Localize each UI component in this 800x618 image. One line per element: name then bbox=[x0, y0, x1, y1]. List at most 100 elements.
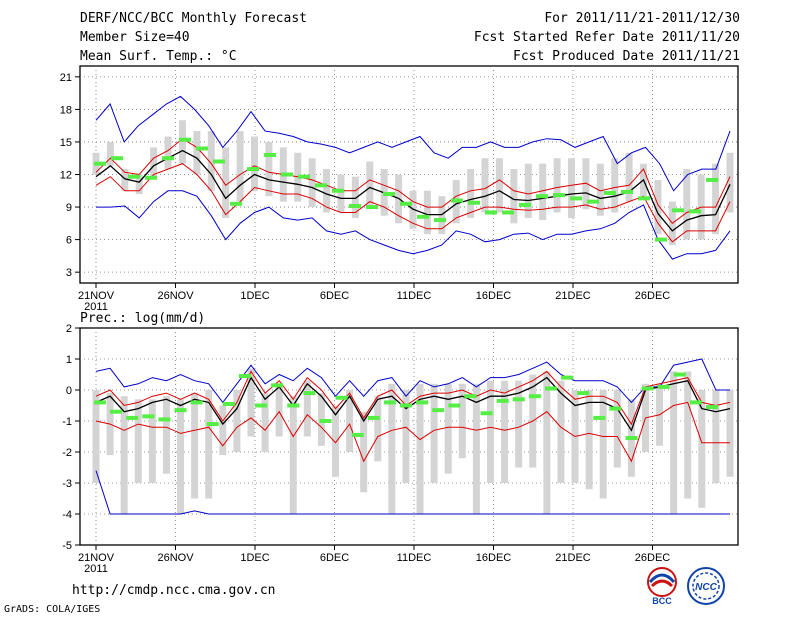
prec-obs-marker bbox=[303, 391, 316, 396]
temp-xtick-label: 21NOV bbox=[78, 290, 115, 302]
temp-obs-marker bbox=[553, 193, 565, 198]
prec-obs-marker bbox=[271, 383, 284, 388]
prec-range-bar bbox=[599, 390, 607, 499]
temp-range-bar bbox=[178, 120, 186, 164]
prec-series-max bbox=[95, 358, 730, 404]
temp-obs-marker bbox=[621, 189, 633, 194]
temp-series-min bbox=[96, 190, 731, 260]
forecast-period: For 2011/11/21-2011/12/30 bbox=[544, 11, 740, 26]
prec-xtick-label: 11DEC bbox=[397, 552, 432, 564]
temp-range-bar bbox=[207, 131, 215, 191]
temp-obs-marker bbox=[638, 196, 650, 201]
prec-obs-marker bbox=[126, 415, 139, 420]
temp-obs-marker bbox=[332, 188, 344, 193]
prec-obs-marker bbox=[464, 394, 477, 399]
temp-obs-marker bbox=[451, 198, 463, 203]
produced-date: Fcst Produced Date 2011/11/21 bbox=[513, 49, 740, 64]
prec-obs-marker bbox=[609, 406, 622, 411]
temp-xtick-label: 6DEC bbox=[320, 290, 349, 302]
temp-obs-marker bbox=[94, 161, 106, 166]
prec-obs-marker bbox=[577, 391, 590, 396]
prec-ytick-label: -4 bbox=[62, 509, 72, 521]
prec-range-bar bbox=[360, 411, 368, 493]
prec-ytick-label: -1 bbox=[62, 416, 72, 428]
temp-xtick-label: 1DEC bbox=[240, 290, 269, 302]
temp-ytick-label: 21 bbox=[60, 72, 72, 84]
source-url[interactable]: http://cmdp.ncc.cma.gov.cn bbox=[72, 583, 276, 598]
temp-obs-marker bbox=[672, 208, 684, 213]
prec-xtick-label: 21NOV bbox=[78, 552, 115, 564]
ncc-logo-text: NCC bbox=[695, 582, 717, 593]
temp-range-bar bbox=[308, 158, 316, 208]
prec-obs-marker bbox=[400, 403, 412, 408]
prec-panel: -5 -4 -3 -2 -1 0 1 2 21NOV 26NOV 1DEC 6DEC 11DEC 16DE… bbox=[62, 323, 739, 575]
prec-xtick-label: 1DEC bbox=[240, 552, 269, 564]
temp-range-bar bbox=[467, 169, 475, 218]
prec-range-bar bbox=[177, 399, 185, 514]
prec-ytick-label: -2 bbox=[62, 447, 72, 459]
prec-obs-marker bbox=[174, 408, 187, 413]
prec-obs-marker bbox=[94, 400, 106, 405]
prec-obs-marker bbox=[190, 400, 203, 405]
prec-ytick-label: 0 bbox=[66, 385, 72, 397]
temp-obs-marker bbox=[706, 177, 718, 182]
prec-obs-marker bbox=[544, 386, 557, 391]
temp-obs-marker bbox=[587, 199, 599, 204]
temp-obs-marker bbox=[213, 159, 225, 164]
temp-obs-marker bbox=[655, 237, 667, 242]
temp-obs-marker bbox=[366, 205, 378, 210]
temp-year-label: 2011 bbox=[84, 301, 108, 313]
temp-range-bar bbox=[193, 131, 201, 175]
temp-obs-marker bbox=[468, 200, 480, 205]
prec-obs-marker bbox=[625, 436, 638, 441]
temp-range-bar bbox=[539, 163, 547, 221]
temp-range-bar bbox=[150, 147, 158, 177]
prec-range-bar bbox=[162, 396, 170, 474]
prec-range-bar bbox=[374, 396, 382, 462]
prec-obs-marker bbox=[158, 417, 171, 422]
temp-ytick-label: 15 bbox=[60, 137, 72, 149]
prec-range-bar bbox=[726, 390, 734, 477]
prec-range-bar bbox=[148, 399, 156, 483]
prec-range-bar bbox=[261, 393, 269, 452]
prec-obs-marker bbox=[238, 374, 251, 379]
prec-range-bar bbox=[205, 390, 213, 499]
temp-series-upper bbox=[95, 138, 731, 224]
prec-range-bar bbox=[670, 371, 678, 514]
prec-range-bar bbox=[444, 383, 452, 474]
temp-range-bar bbox=[683, 169, 691, 240]
prec-range-bar bbox=[486, 380, 494, 483]
prec-range-bar bbox=[346, 390, 354, 452]
temp-obs-marker bbox=[247, 167, 259, 172]
temp-obs-marker bbox=[570, 196, 582, 201]
prec-obs-marker bbox=[706, 405, 718, 410]
temp-xtick-label: 16DEC bbox=[476, 290, 512, 302]
temp-ytick-label: 12 bbox=[60, 170, 72, 182]
prec-range-bar bbox=[92, 390, 100, 483]
prec-xtick-label: 21DEC bbox=[555, 552, 591, 564]
temp-xtick-label: 26DEC bbox=[635, 290, 671, 302]
prec-obs-marker bbox=[383, 400, 396, 405]
prec-range-bar bbox=[233, 390, 241, 452]
prec-ytick-label: -3 bbox=[62, 478, 72, 490]
temp-range-bar bbox=[568, 158, 575, 218]
prec-obs-marker bbox=[512, 397, 525, 402]
temp-obs-marker bbox=[128, 174, 140, 179]
started-date: Fcst Started Refer Date 2011/11/20 bbox=[473, 30, 740, 45]
temp-xtick-label: 11DEC bbox=[397, 290, 432, 302]
temp-range-bar bbox=[625, 152, 633, 202]
prec-obs-marker bbox=[480, 411, 493, 416]
prec-range-bar bbox=[120, 396, 128, 514]
prec-range-bar bbox=[515, 380, 523, 468]
prec-range-bar bbox=[585, 390, 593, 490]
prec-range-bar bbox=[416, 383, 424, 514]
temp-range-bar bbox=[251, 136, 258, 191]
prec-obs-marker bbox=[367, 415, 380, 420]
prec-series-upper bbox=[95, 370, 731, 426]
temp-obs-marker bbox=[502, 210, 514, 215]
temp-obs-marker bbox=[383, 192, 395, 197]
prec-series-min bbox=[95, 470, 730, 515]
temp-range-bar bbox=[611, 158, 619, 213]
temp-obs-marker bbox=[264, 152, 276, 157]
prec-ytick-label: -5 bbox=[62, 540, 72, 552]
